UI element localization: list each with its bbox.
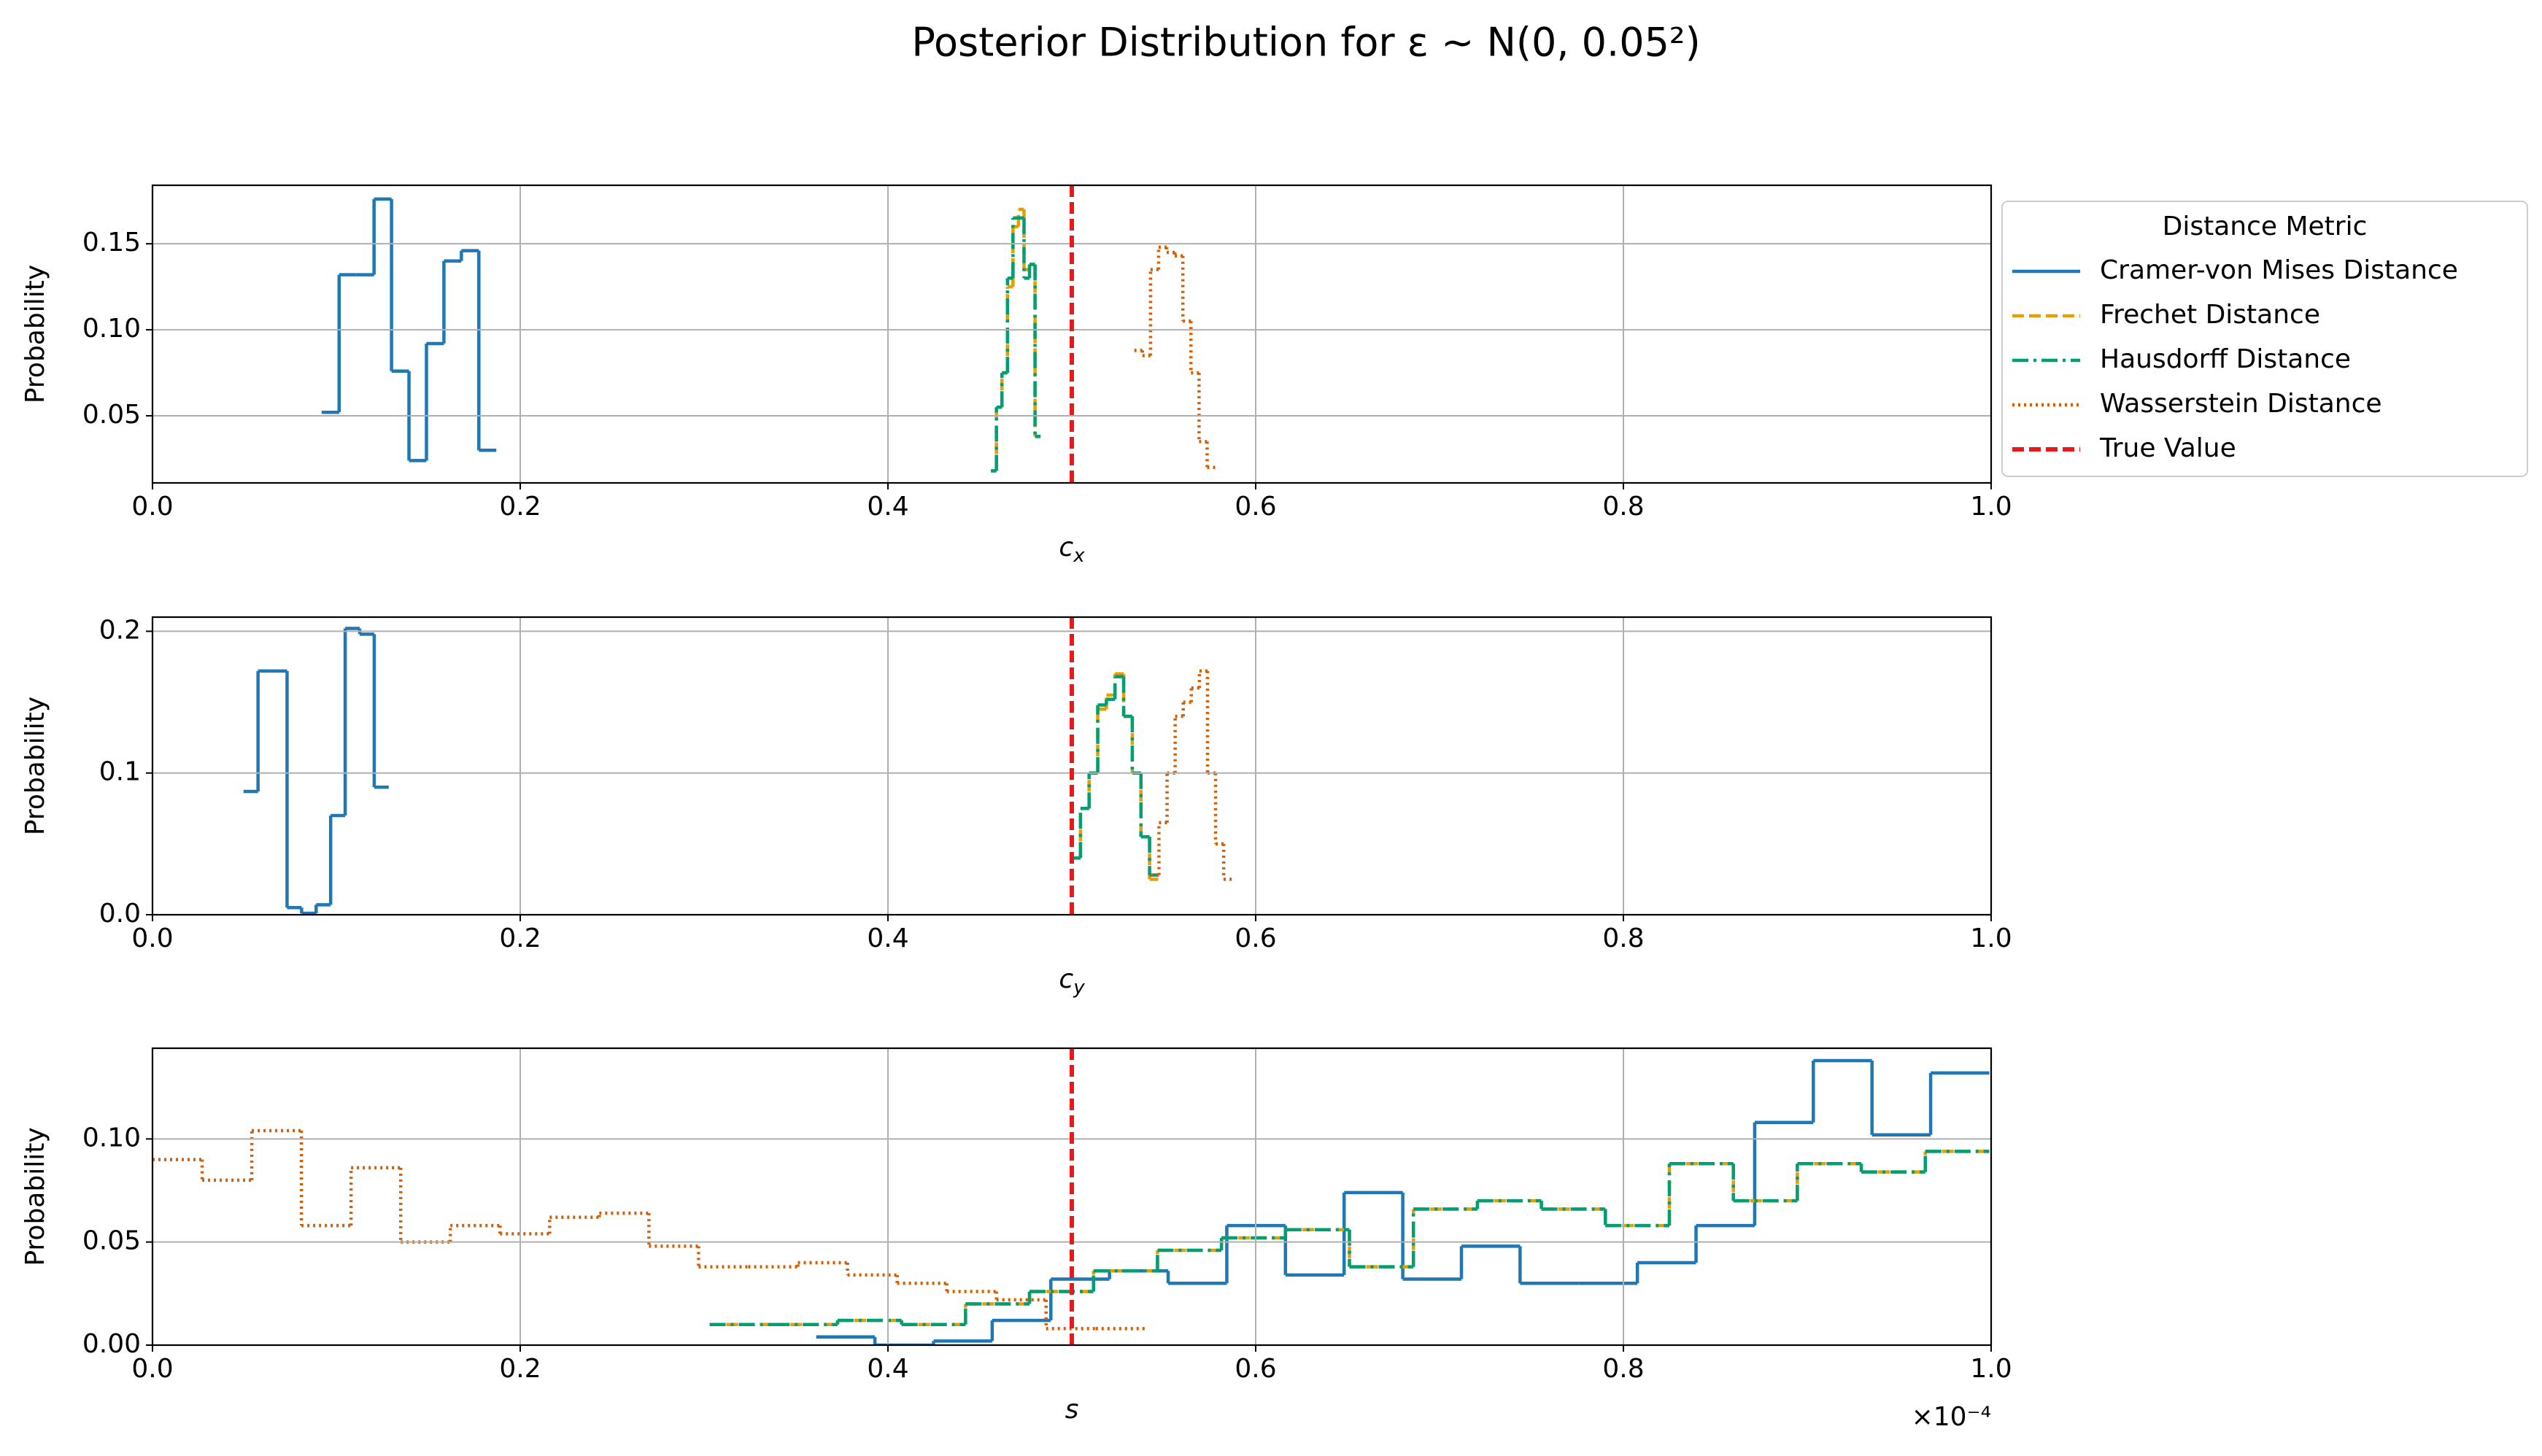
legend-title: Distance Metric bbox=[2163, 212, 2368, 241]
legend-label: Hausdorff Distance bbox=[2100, 344, 2351, 374]
legend-label: True Value bbox=[2099, 433, 2236, 463]
x-tick-label: 0.4 bbox=[867, 923, 908, 953]
plot-area bbox=[152, 1058, 1990, 1345]
legend-label: Wasserstein Distance bbox=[2100, 389, 2382, 419]
y-axis-label: Probability bbox=[20, 1127, 50, 1266]
x-tick-label: 0.0 bbox=[131, 1354, 173, 1384]
axes-frame bbox=[151, 1047, 1993, 1347]
x-axis-label-subscript: x bbox=[1073, 545, 1085, 567]
x-tick-label: 0.8 bbox=[1602, 1354, 1644, 1384]
x-tick-label: 0.0 bbox=[131, 492, 173, 522]
legend-label: Cramer-von Mises Distance bbox=[2100, 255, 2458, 285]
x-axis-label-main: c bbox=[1059, 964, 1073, 994]
y-tick-label: 0.05 bbox=[82, 1226, 141, 1256]
plot-area bbox=[243, 627, 1232, 915]
x-tick-label: 1.0 bbox=[1970, 923, 2012, 953]
legend: Distance Metric Cramer-von Mises Distance… bbox=[2001, 201, 2528, 477]
x-axis-label: cy bbox=[1059, 964, 1085, 999]
y-tick-label: 0.00 bbox=[82, 1329, 141, 1359]
x-tick-label: 0.6 bbox=[1235, 1354, 1276, 1384]
y-tick-label: 0.10 bbox=[82, 314, 141, 344]
legend-label: Frechet Distance bbox=[2100, 300, 2320, 330]
x-tick-label: 0.0 bbox=[131, 923, 173, 953]
x-tick-label: 0.6 bbox=[1235, 492, 1276, 522]
y-tick-label: 0.1 bbox=[99, 757, 141, 787]
axes-frame bbox=[151, 184, 1993, 484]
x-tick-label: 0.8 bbox=[1602, 923, 1644, 953]
y-tick-label: 0.0 bbox=[99, 899, 141, 929]
x-tick-label: 0.4 bbox=[867, 492, 908, 522]
x-tick-label: 0.2 bbox=[499, 923, 541, 953]
x-axis-label-main: c bbox=[1059, 533, 1073, 562]
y-tick-label: 0.15 bbox=[82, 228, 141, 257]
plot-area bbox=[321, 197, 1216, 473]
y-tick-label: 0.2 bbox=[99, 615, 141, 645]
x-tick-label: 0.2 bbox=[499, 1354, 541, 1384]
x-tick-label: 1.0 bbox=[1970, 1354, 2012, 1384]
legend-box bbox=[2001, 201, 2528, 477]
x-tick-label: 0.4 bbox=[867, 1354, 908, 1384]
x-offset-label: ×10⁻⁴ bbox=[1912, 1402, 1991, 1432]
x-axis-label-subscript: y bbox=[1073, 977, 1085, 999]
figure-title: Posterior Distribution for ε ∼ N(0, 0.05… bbox=[911, 20, 1700, 66]
y-tick-label: 0.05 bbox=[82, 400, 141, 430]
y-axis-label: Probability bbox=[20, 697, 50, 835]
x-tick-label: 0.8 bbox=[1602, 492, 1644, 522]
x-axis-label-main: s bbox=[1065, 1395, 1079, 1425]
axes-frame bbox=[151, 616, 1993, 916]
x-tick-label: 0.6 bbox=[1235, 923, 1276, 953]
x-tick-label: 1.0 bbox=[1970, 492, 2012, 522]
x-tick-label: 0.2 bbox=[499, 492, 541, 522]
x-axis-label: cx bbox=[1059, 533, 1085, 567]
y-axis-label: Probability bbox=[20, 265, 50, 403]
y-tick-label: 0.10 bbox=[82, 1123, 141, 1153]
x-axis-label: s bbox=[1065, 1395, 1079, 1425]
